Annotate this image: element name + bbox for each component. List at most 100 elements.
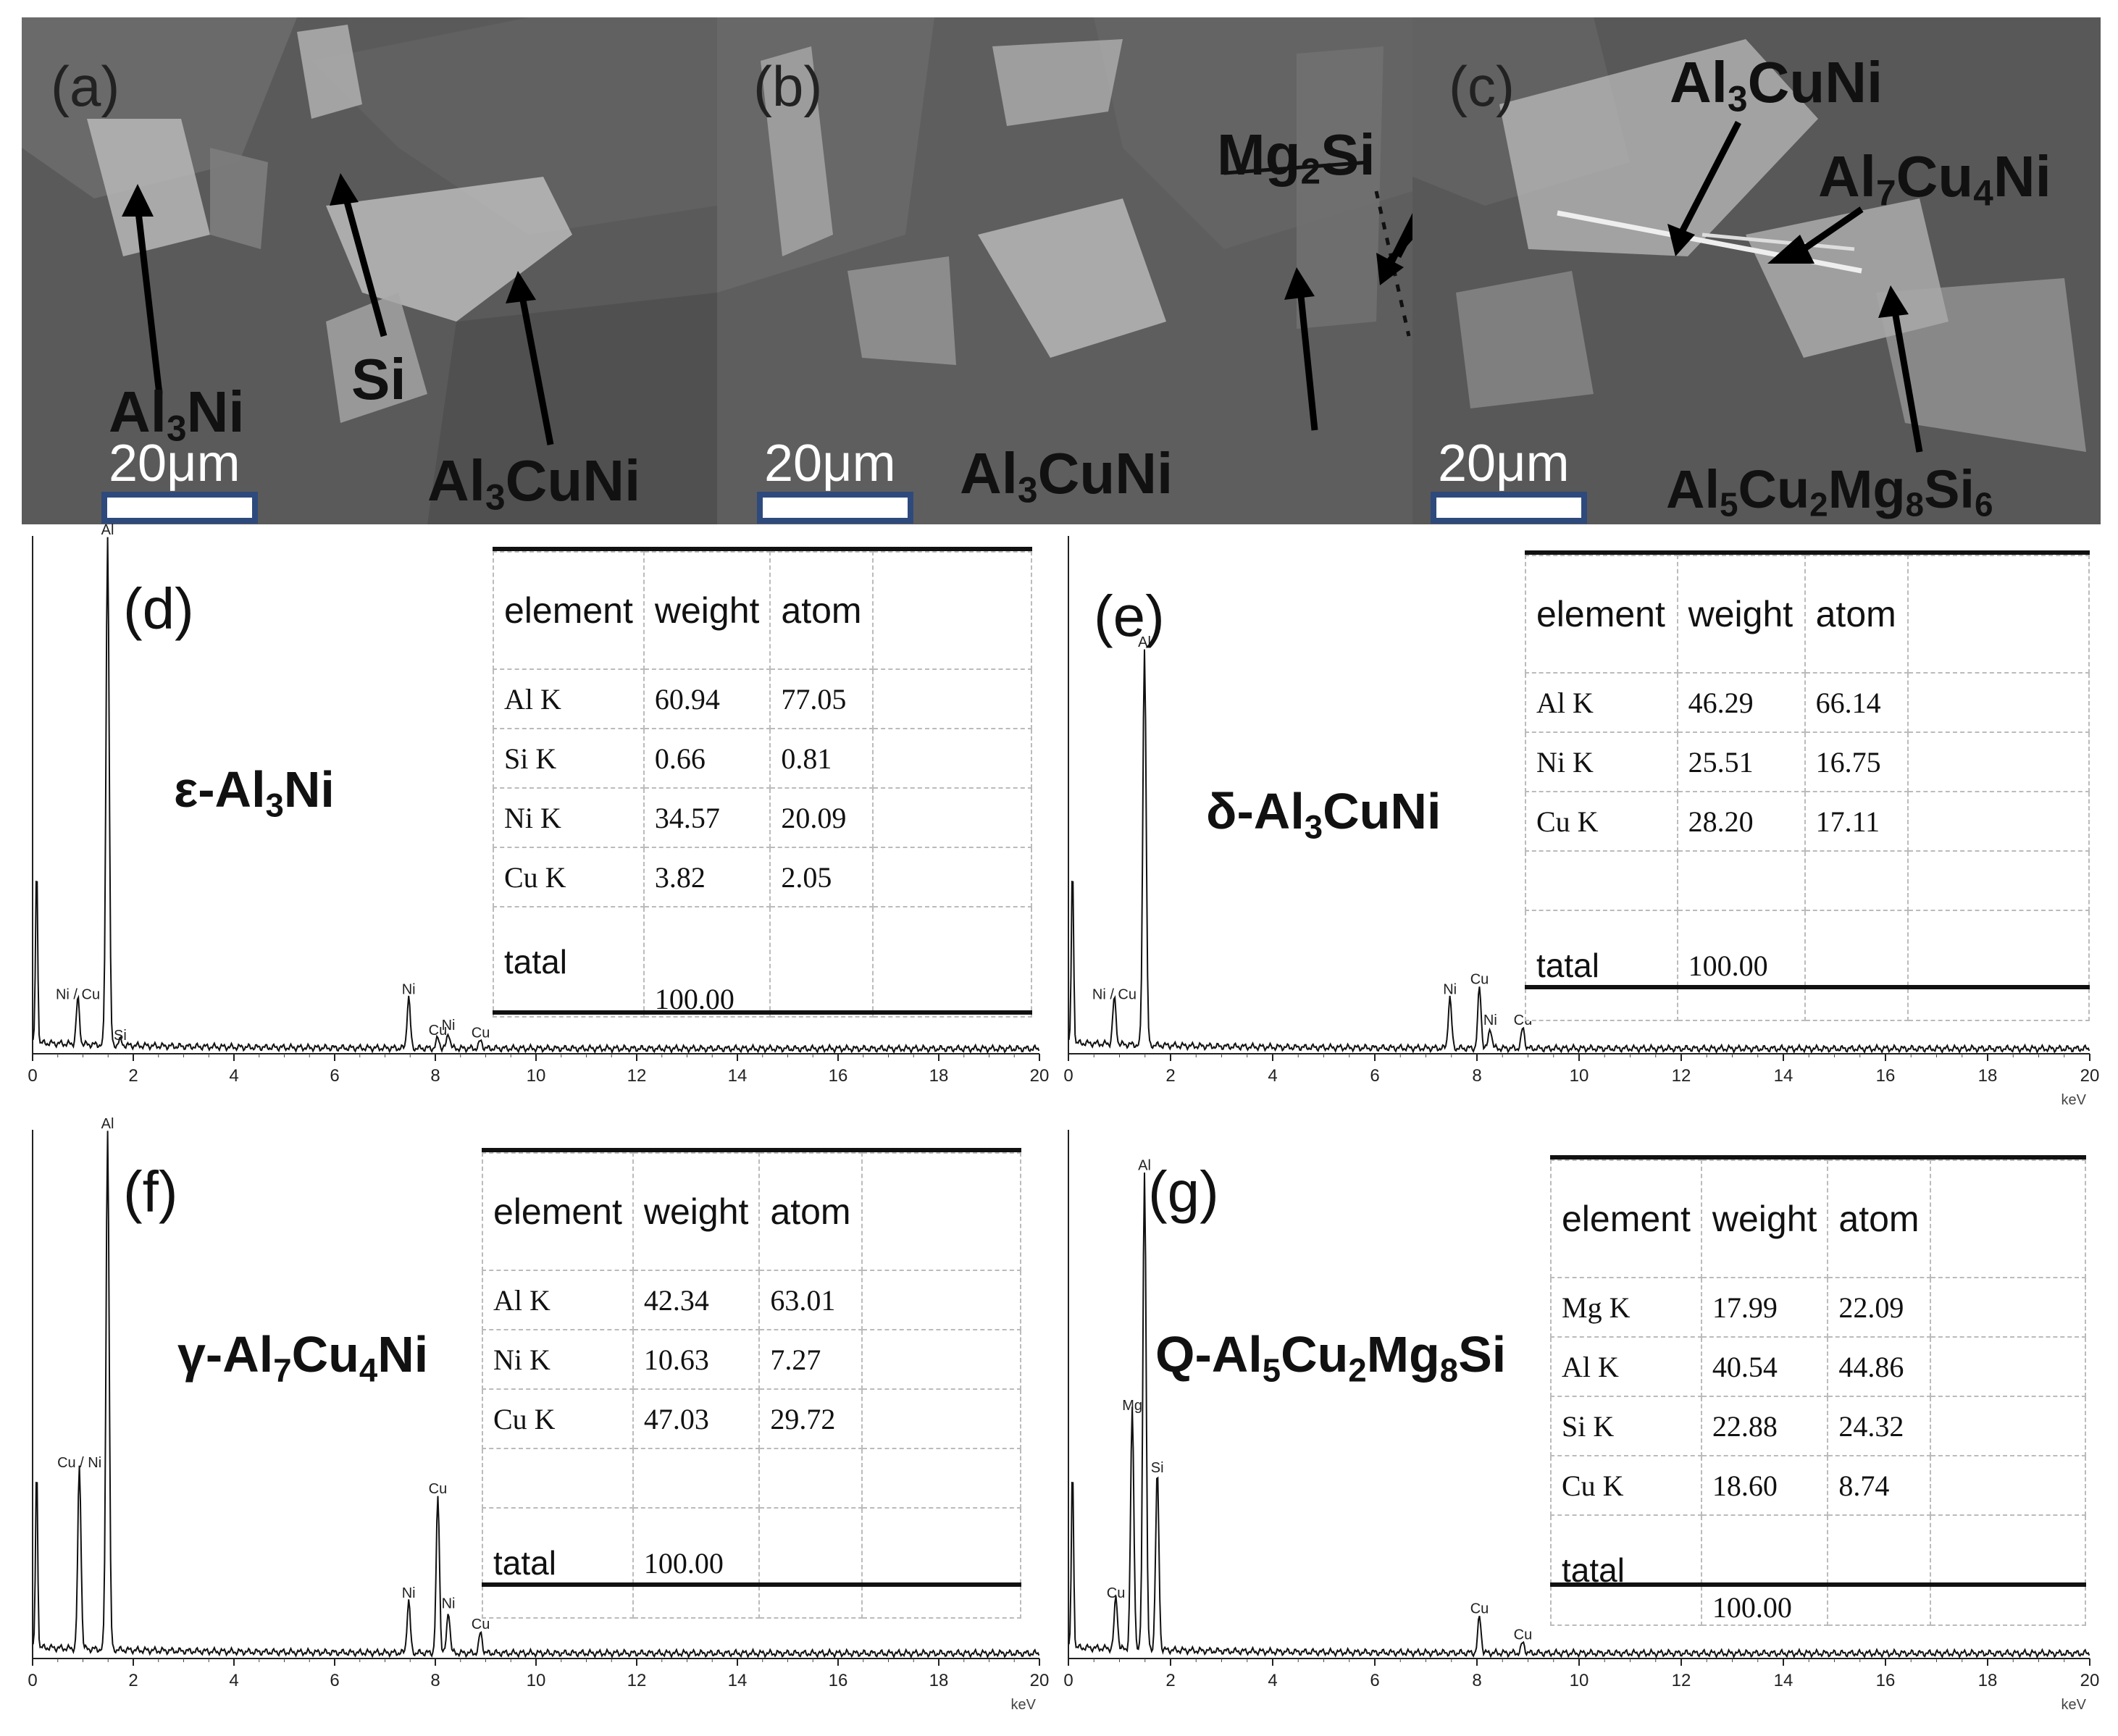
x-tick-label: 8 — [1472, 1066, 1481, 1086]
sem-texture-c — [1412, 17, 2101, 524]
sem-texture-a — [22, 17, 717, 524]
eds-panel-e: 0 2 4 6 8 10 12 14 16 18 20 keV Al Ni / Cu Ni Cu Ni Cu (e… — [1058, 529, 2108, 1108]
table-total-row: tatal 100.00 — [1525, 910, 2090, 1021]
spectrum-line — [1068, 649, 2090, 1054]
x-unit-label: keV — [2062, 1092, 2087, 1108]
x-tick-label: 4 — [229, 1066, 238, 1086]
table-row: Cu K 3.82 2.05 — [493, 847, 1033, 907]
scale-bar-a — [101, 492, 258, 524]
peak-label: Si — [114, 1028, 127, 1044]
table-row: Ni K 34.57 20.09 — [493, 787, 1033, 848]
panel-letter-g: (g) — [1148, 1160, 1219, 1224]
x-tick-label: 0 — [1063, 1671, 1073, 1690]
x-tick-label: 16 — [1876, 1671, 1896, 1690]
x-tick-label: 10 — [1570, 1671, 1589, 1690]
peak-label: Cu — [1107, 1585, 1126, 1601]
composition-table-g: element weight atom Mg K 17.99 22.09 Al K 40.… — [1550, 1160, 2087, 1626]
phase-label-al3ni: Al3Ni — [109, 380, 245, 449]
peak-label: Ni / Cu — [56, 987, 100, 1003]
table-row: Cu K 47.03 29.72 — [482, 1388, 1022, 1449]
x-tick-label: 0 — [28, 1066, 37, 1086]
x-tick-label: 8 — [430, 1066, 440, 1086]
peak-label: Cu — [429, 1023, 448, 1039]
eds-panel-g: 0 2 4 6 8 10 12 14 16 18 20 keV Al Mg Si Cu Cu Cu (g) Q-A… — [1058, 1123, 2108, 1731]
table-row: Ni K 10.63 7.27 — [482, 1329, 1022, 1390]
x-tick-label: 10 — [527, 1671, 546, 1690]
x-tick-label: 6 — [1370, 1066, 1379, 1086]
eds-panel-f: 0 2 4 6 8 10 12 14 16 18 20 keV Al Cu / Ni Ni Cu Ni Cu (f… — [22, 1116, 1058, 1731]
x-tick-label: 12 — [627, 1066, 647, 1086]
th-element: element — [493, 551, 645, 670]
table-row — [482, 1448, 1022, 1509]
peak-label: Cu — [1470, 971, 1489, 987]
x-tick-label: 16 — [829, 1066, 848, 1086]
x-tick-label: 10 — [527, 1066, 546, 1086]
peak-label: Ni — [442, 1018, 456, 1033]
th-atom: atom — [769, 551, 874, 670]
peak-label: Mg — [1122, 1398, 1142, 1414]
phase-label-al7cu4ni: Al7Cu4Ni — [1818, 144, 2051, 214]
peak-label: Cu — [1470, 1601, 1489, 1617]
x-tick-label: 2 — [128, 1671, 138, 1690]
x-tick-label: 12 — [1672, 1066, 1691, 1086]
peak-label: Ni — [402, 982, 416, 998]
x-tick-label: 18 — [929, 1066, 949, 1086]
spectrum-line — [32, 537, 1040, 1054]
table-row: Si K 0.66 0.81 — [493, 728, 1033, 789]
spectrum-line — [32, 1131, 1040, 1659]
peak-label: Al — [101, 522, 114, 538]
scale-bar-b — [757, 492, 913, 524]
table-row: Ni K 25.51 16.75 — [1525, 731, 2090, 792]
sem-image-b: (b) Mg2Si Al3CuNi 20μm — [717, 17, 1412, 524]
peak-label: Cu — [1514, 1627, 1533, 1643]
table-total-row: tatal 100.00 — [482, 1507, 1022, 1619]
table-total-row: tatal 100.00 — [493, 906, 1033, 1018]
panel-letter-e: (e) — [1094, 584, 1165, 648]
x-unit-label: keV — [2062, 1697, 2087, 1713]
table-row — [1525, 850, 2090, 911]
x-tick-label: 16 — [1876, 1066, 1896, 1086]
composition-table-e: element weight atom Al K 46.29 66.14 Ni K 25.… — [1525, 555, 2090, 1021]
phase-label-al3cuni-a: Al3CuNi — [427, 448, 641, 518]
x-tick-label: 12 — [1672, 1671, 1691, 1690]
phase-title-g: Q-Al5Cu2Mg8Si — [1155, 1326, 1507, 1389]
phase-label-mg2si: Mg2Si — [1217, 122, 1376, 192]
x-tick-label: 2 — [128, 1066, 138, 1086]
x-tick-label: 0 — [28, 1671, 37, 1690]
peak-label: Ni — [1483, 1012, 1497, 1028]
x-tick-label: 2 — [1165, 1671, 1175, 1690]
composition-table-d: element weight atom Al K 60.94 77.05 Si K 0.6… — [493, 551, 1033, 1018]
peak-label: Ni — [1443, 982, 1457, 998]
eds-panel-d: 0 2 4 6 8 10 12 14 16 18 20 Al Ni / Cu Si Ni Ni Cu Cu (d)… — [22, 522, 1058, 1101]
phase-label-si: Si — [351, 347, 406, 411]
table-row: Al K 46.29 66.14 — [1525, 672, 2090, 733]
x-tick-label: 14 — [1774, 1671, 1793, 1690]
phase-label-al3cuni-c: Al3CuNi — [1670, 50, 1883, 119]
th-weight: weight — [642, 551, 771, 670]
x-tick-label: 0 — [1063, 1066, 1073, 1086]
x-tick-label: 20 — [1030, 1671, 1050, 1690]
phase-title-e: δ-Al3CuNi — [1206, 783, 1441, 846]
peak-label: Cu — [472, 1025, 490, 1041]
x-tick-label: 18 — [1978, 1066, 1998, 1086]
scale-bar-c — [1431, 492, 1587, 524]
table-row: Al K 60.94 77.05 — [493, 668, 1033, 729]
sem-image-a: (a) Al3Ni Si Al3CuNi 20μm — [22, 17, 717, 524]
x-tick-label: 6 — [330, 1066, 339, 1086]
x-tick-label: 12 — [627, 1671, 647, 1690]
sem-image-c: (c) Al3CuNi Al7Cu4Ni Al5Cu2Mg8Si6 20μm — [1412, 17, 2101, 524]
scale-label-a: 20μm — [109, 435, 240, 492]
x-unit-label: keV — [1011, 1697, 1037, 1713]
x-tick-label: 6 — [330, 1671, 339, 1690]
table-row: Si K 22.88 24.32 — [1550, 1396, 2087, 1456]
phase-title-f: γ-Al7Cu4Ni — [177, 1326, 429, 1389]
x-tick-label: 4 — [1268, 1671, 1277, 1690]
x-tick-label: 20 — [2080, 1671, 2100, 1690]
table-row: Cu K 28.20 17.11 — [1525, 791, 2090, 852]
table-row: Al K 42.34 63.01 — [482, 1270, 1022, 1330]
x-tick-label: 8 — [430, 1671, 440, 1690]
panel-letter-b: (b) — [753, 54, 823, 118]
peak-label: Ni / Cu — [1092, 987, 1137, 1003]
